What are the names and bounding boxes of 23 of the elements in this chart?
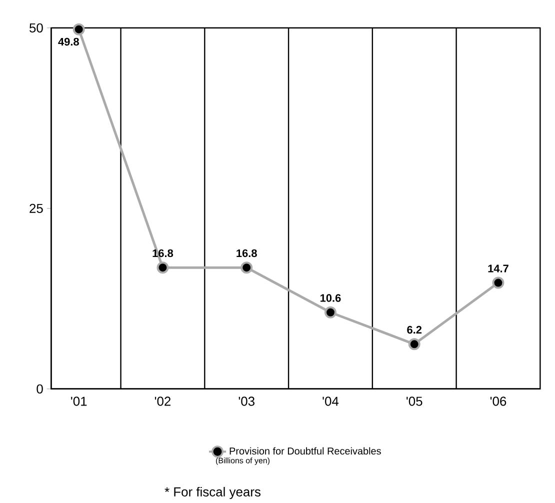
legend-label: Provision for Doubtful Receivables: [230, 447, 381, 455]
x-tick-label: '04: [322, 396, 339, 406]
x-tick-label: '02: [154, 396, 171, 406]
point: [492, 276, 504, 289]
data-label: 14.7: [488, 264, 508, 272]
x-tick-label: '06: [490, 396, 506, 406]
data-label: 6.2: [407, 326, 422, 334]
text: * For fiscal years: [164, 486, 260, 500]
data-label: 49.8: [58, 38, 79, 46]
point: [324, 306, 336, 318]
point: [240, 262, 253, 274]
data-label: 16.8: [152, 249, 174, 258]
data-label: 10.6: [320, 294, 341, 302]
point: [408, 338, 420, 350]
x-tick-label: '03: [238, 396, 254, 406]
x-tick-label: '05: [406, 396, 422, 406]
data-label: 16.8: [236, 249, 257, 258]
point: [156, 262, 169, 274]
point: [72, 23, 85, 36]
y-tick-label: 25: [30, 204, 43, 213]
y-tick-label: 50: [30, 23, 43, 32]
y-tick-label: 0: [36, 384, 43, 394]
x-tick-label: '01: [71, 396, 87, 406]
